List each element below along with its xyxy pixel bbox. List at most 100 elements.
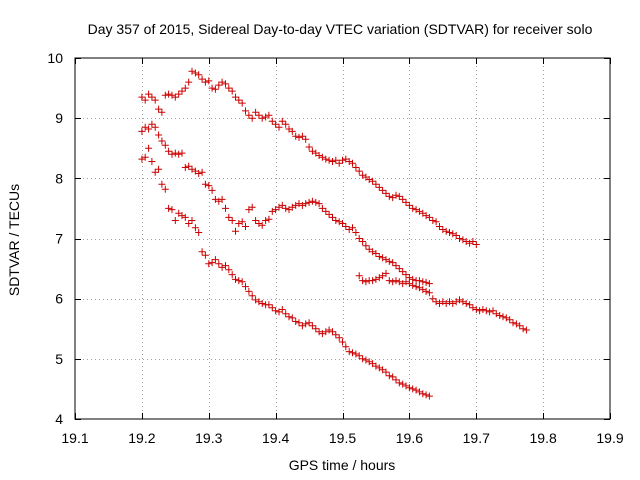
y-tick-label: 4: [55, 411, 63, 427]
data-point: [295, 133, 303, 141]
data-point: [389, 259, 397, 267]
data-point: [288, 127, 296, 135]
data-point: [492, 310, 500, 318]
data-point: [479, 306, 487, 313]
data-point: [385, 372, 393, 380]
data-point: [496, 312, 504, 319]
x-axis-label: GPS time / hours: [289, 457, 396, 473]
data-point: [185, 220, 193, 227]
data-point: [165, 147, 173, 155]
data-point: [275, 203, 283, 211]
data-point: [372, 275, 380, 283]
y-axis-label: SDTVAR / TECUs: [6, 184, 22, 296]
data-point: [148, 93, 156, 101]
data-point: [405, 280, 413, 288]
data-point: [141, 96, 149, 104]
data-point: [329, 158, 336, 165]
data-point: [278, 201, 286, 209]
data-point: [208, 84, 216, 92]
data-point: [278, 117, 286, 125]
data-point: [359, 171, 367, 179]
data-point: [362, 278, 370, 286]
data-point: [198, 248, 206, 256]
data-point: [282, 310, 290, 318]
data-point: [145, 125, 153, 133]
data-point: [215, 260, 223, 268]
data-point: [332, 156, 340, 164]
data-point: [168, 91, 176, 99]
data-point: [385, 257, 393, 265]
data-point: [155, 165, 163, 173]
data-point: [375, 183, 383, 191]
data-point: [265, 111, 273, 119]
data-point: [405, 384, 413, 392]
data-point: [252, 296, 260, 304]
data-point: [399, 268, 407, 276]
data-point: [302, 200, 310, 208]
data-point: [502, 314, 510, 322]
data-point: [222, 80, 229, 88]
data-point: [349, 224, 356, 232]
data-point: [462, 300, 470, 307]
data-point: [332, 331, 340, 339]
y-tick-label: 5: [55, 351, 63, 367]
data-point: [308, 147, 316, 155]
data-point: [382, 368, 390, 376]
data-point: [211, 85, 219, 93]
data-point: [409, 275, 417, 283]
data-point: [208, 259, 216, 267]
data-point: [228, 271, 236, 279]
data-point: [415, 284, 423, 292]
data-point: [235, 96, 243, 104]
data-point: [472, 241, 480, 248]
data-point: [255, 220, 263, 227]
data-point: [238, 218, 246, 226]
series-trace-3: [138, 144, 433, 400]
data-point: [402, 271, 410, 279]
data-point: [288, 203, 296, 211]
data-point: [359, 238, 367, 245]
data-point: [405, 201, 413, 209]
data-point: [325, 156, 333, 164]
data-point: [456, 296, 463, 304]
data-point: [248, 114, 256, 122]
data-point: [432, 298, 440, 306]
data-point: [385, 277, 393, 285]
data-point: [355, 235, 363, 242]
x-tick-label: 19.9: [596, 430, 623, 446]
data-point: [138, 155, 146, 163]
data-point: [389, 373, 397, 381]
data-point: [439, 298, 447, 306]
data-point: [181, 213, 189, 221]
data-point: [442, 300, 450, 307]
data-point: [248, 203, 256, 211]
data-point: [506, 316, 514, 324]
data-point: [145, 144, 153, 152]
data-point: [466, 301, 474, 309]
data-point: [225, 213, 233, 221]
data-point: [161, 91, 169, 99]
data-point: [278, 306, 286, 313]
data-point: [382, 269, 390, 277]
data-point: [282, 204, 290, 212]
data-point: [165, 90, 173, 98]
data-point: [245, 111, 253, 119]
data-point: [275, 123, 283, 131]
data-point: [232, 275, 239, 283]
data-point: [349, 159, 356, 167]
data-point: [449, 230, 457, 238]
data-point: [242, 223, 249, 230]
y-tick-labels: 4 5 6 7 8 9 10: [47, 50, 63, 427]
data-point: [262, 217, 270, 224]
data-point: [268, 304, 276, 312]
data-point: [449, 300, 457, 307]
data-point: [332, 217, 340, 224]
series-trace-2: [138, 120, 433, 288]
data-point: [292, 201, 300, 209]
data-point: [181, 84, 189, 92]
data-point: [436, 300, 443, 307]
series-trace-4: [355, 269, 530, 334]
data-point: [292, 318, 300, 325]
data-point: [171, 93, 179, 101]
data-point: [509, 319, 517, 327]
